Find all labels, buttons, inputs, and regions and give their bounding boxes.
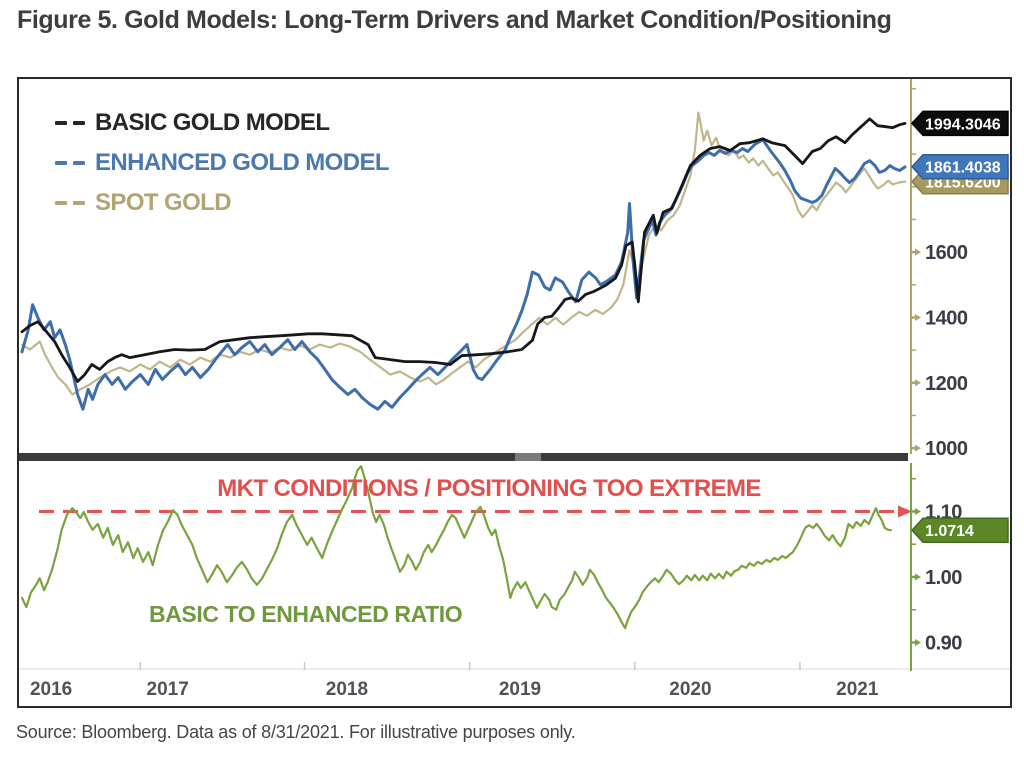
last-price-flag-basic: 1994.3046 (910, 110, 1009, 137)
x-tick-label: 2017 (147, 679, 189, 700)
y-tick-label: 1.00 (925, 567, 962, 589)
legend-item-basic-gold-model: BASIC GOLD MODEL (55, 103, 389, 143)
x-tick-label: 2018 (326, 679, 368, 700)
x-tick-label: 2016 (30, 679, 72, 700)
y-tick-label: 0.90 (925, 632, 962, 654)
panel-divider (19, 453, 908, 461)
legend-item-enhanced-gold-model: ENHANCED GOLD MODEL (55, 143, 390, 183)
chart-figure: 2016 2017 2018 2019 2020 2021 1000 1200 1400 1600… (17, 77, 1012, 708)
y-tick-label: 1600 (925, 242, 968, 264)
last-price-flag-enhanced: 1861.4038 (910, 153, 1009, 180)
svg-text:1994.3046: 1994.3046 (925, 116, 1001, 133)
spot-gold-line (20, 111, 907, 396)
chart-canvas: 2016 2017 2018 2019 2020 2021 1000 1200 1400 1600… (19, 79, 1010, 700)
threshold-annotation: MKT CONDITIONS / POSITIONING TOO EXTREME (217, 475, 761, 502)
last-value-flag-ratio: 1.0714 (910, 517, 1009, 543)
y-tick-arrow (915, 573, 921, 581)
y-tick-label: 1000 (925, 438, 968, 460)
y-tick-label: 1400 (925, 307, 968, 329)
basic-gold-model-line (20, 117, 907, 383)
svg-text:1861.4038: 1861.4038 (925, 160, 1001, 177)
legend-label: BASIC GOLD MODEL (95, 109, 330, 136)
panel-divider-handle[interactable] (515, 453, 541, 461)
legend-label: ENHANCED GOLD MODEL (95, 149, 390, 176)
dash-icon-spot (55, 201, 85, 205)
legend-label: SPOT GOLD (95, 189, 232, 216)
threshold-arrow (898, 505, 912, 518)
y-tick-arrow (915, 379, 921, 387)
x-tick-label: 2020 (669, 679, 711, 700)
dash-icon-enhanced (55, 161, 85, 165)
basic-to-enhanced-ratio-line (20, 465, 893, 630)
svg-text:1.0714: 1.0714 (925, 523, 974, 540)
dash-icon-basic (55, 121, 85, 125)
y-tick-arrow (915, 507, 921, 515)
y-tick-arrow (915, 248, 921, 256)
x-tick-label: 2019 (499, 679, 541, 700)
y-tick-arrow (915, 313, 921, 321)
enhanced-gold-model-line (20, 138, 907, 411)
y-tick-arrow (915, 638, 921, 646)
page-title: Figure 5. Gold Models: Long-Term Drivers… (17, 6, 892, 34)
ratio-series-annotation: BASIC TO ENHANCED RATIO (149, 601, 463, 627)
chart-legend: BASIC GOLD MODEL ENHANCED GOLD MODEL SPO… (55, 103, 390, 223)
x-tick-label: 2021 (836, 679, 879, 700)
source-note: Source: Bloomberg. Data as of 8/31/2021.… (16, 722, 576, 742)
legend-item-spot-gold: SPOT GOLD (55, 183, 389, 223)
y-tick-label: 1200 (925, 373, 968, 395)
y-tick-arrow (915, 444, 921, 452)
